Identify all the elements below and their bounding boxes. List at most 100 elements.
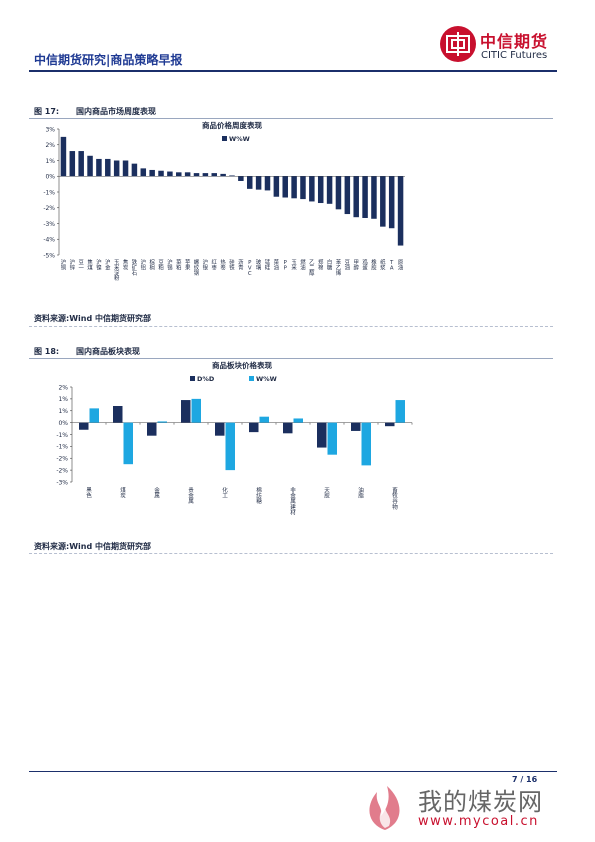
chart1-bar (397, 176, 404, 246)
chart1-bar (344, 176, 351, 215)
chart1-bar (229, 175, 235, 177)
figure18-caption: 国内商品板块表现 (76, 347, 140, 356)
chart1-bar (255, 176, 262, 190)
chart1-bar (291, 176, 297, 199)
chart2-bar-dd (249, 422, 259, 433)
weekly-commodity-chart: 商品价格周度表现 W%W 3% 2% 1% 0% -1% -2% -3% -4% -5% 沪铜沪锌豆一… (43, 120, 405, 282)
chart1-x-label: 豆油 (345, 259, 351, 271)
chart1-bar (96, 158, 102, 177)
chart2-bar-dd (351, 422, 361, 431)
chart1-x-label: 沪铜 (61, 258, 67, 271)
chart1-bar (380, 176, 386, 227)
chart1-x-label: 苹果 (185, 258, 191, 271)
chart1-bar (184, 172, 191, 177)
chart1-legend-label: W%W (229, 135, 250, 143)
chart1-x-label: 沪镍 (96, 258, 102, 271)
chart1-bar (238, 176, 244, 181)
chart1-x-label: 红枣 (212, 258, 218, 271)
chart2-bar-dd (317, 422, 327, 448)
chart1-bar (282, 176, 288, 198)
chart1-bar (371, 176, 377, 219)
chart1-y-tick-label: 1% (45, 158, 55, 165)
chart2-legend-label-dd: D%D (197, 375, 215, 383)
sector-performance-chart: 商品板块价格表现 D%D W%W 2% 1% 1% 0% -1% -1% -2% -2% -3% 黑色 煤… (56, 360, 413, 516)
chart1-bar (211, 173, 218, 177)
chart2-x-label: 贵金属 (188, 486, 194, 505)
flame-logo-icon (369, 786, 400, 830)
chart2-x-label: 黑色 (86, 487, 92, 500)
chart1-bar (158, 170, 164, 177)
chart1-bar (60, 136, 67, 177)
chart1-x-label: 苯乙烯 (336, 258, 342, 277)
chart1-x-label: 焦煤 (87, 258, 93, 271)
chart1-bar (335, 176, 342, 210)
chart1-x-label: 菜油 (274, 258, 280, 271)
chart2-legend-label-ww: W%W (256, 375, 277, 383)
figure17-source: 资料来源:Wind 中信期货研究部 (34, 314, 151, 323)
figure17-top-rule (29, 118, 553, 119)
chart2-bar-dd (385, 422, 395, 427)
chart2-legend-swatch-dd (190, 376, 195, 381)
chart2-x-label: 化工 (222, 486, 228, 500)
chart2-y-tick-label: -2% (56, 456, 68, 463)
chart2-bar-ww (89, 408, 99, 423)
chart2-bar-ww (327, 422, 337, 455)
chart1-x-label: 鸡蛋 (362, 258, 368, 271)
chart2-x-label: 油脂 (358, 486, 364, 500)
chart2-bar-dd (215, 422, 225, 436)
figure17-caption: 国内商品市场周度表现 (76, 107, 156, 116)
logo-english-name: CITIC Futures (481, 50, 548, 61)
chart2-x-label: 金属 (154, 486, 160, 500)
chart1-bar (273, 176, 280, 197)
chart1-bar (140, 168, 147, 177)
chart1-bar (300, 176, 306, 200)
chart1-bar (131, 163, 138, 177)
chart2-bar-ww (293, 418, 303, 423)
chart1-x-label: 郑棉 (318, 258, 324, 271)
chart2-y-tick-label: 0% (58, 420, 68, 427)
chart1-bar (362, 176, 368, 218)
chart2-bar-ww (123, 422, 133, 465)
figure18-bottom-rule (29, 553, 553, 554)
chart1-x-label: 沪锡 (167, 258, 173, 271)
chart1-x-label: 玉米淀粉 (114, 259, 120, 282)
figure17-bottom-rule (29, 326, 553, 327)
watermark-chinese: 我的煤炭网 (418, 788, 543, 816)
chart1-x-label: 沪金 (105, 258, 111, 271)
chart1-bar (193, 173, 200, 177)
chart1-bar (167, 171, 173, 177)
chart2-title: 商品板块价格表现 (212, 360, 272, 370)
chart1-x-label: 沪锌 (70, 258, 76, 271)
chart1-bar (246, 176, 253, 189)
chart1-x-label: 纸浆 (380, 258, 386, 271)
chart1-bar (113, 160, 120, 177)
chart1-x-label: 焦炭 (123, 258, 129, 271)
chart1-x-label: 菜粕 (176, 258, 182, 271)
chart1-x-label: 原油 (398, 259, 404, 271)
chart1-bar (105, 158, 111, 177)
figure18-source: 资料来源:Wind 中信期货研究部 (34, 542, 151, 551)
chart2-y-tick-label: 1% (58, 396, 68, 403)
chart1-bar (353, 176, 359, 218)
chart2-bar-ww (157, 421, 167, 423)
chart2-bar-ww (395, 400, 405, 423)
figure18-number: 图 18: (34, 347, 60, 356)
chart1-bar (264, 176, 271, 191)
chart1-x-label: 硅铁 (229, 258, 235, 271)
logo-chinese-name: 中信期货 (480, 32, 549, 51)
chart1-y-tick-label: -1% (43, 189, 55, 196)
chart1-x-label: 豆一 (78, 259, 84, 271)
chart1-x-label: 玻璃 (256, 258, 262, 271)
chart1-x-label: 铁矿石 (132, 258, 138, 277)
page-number: 7 / 16 (512, 775, 538, 784)
chart1-y-tick-label: -4% (43, 237, 55, 244)
citic-logo-mark (446, 32, 470, 56)
chart2-legend-swatch-ww (249, 376, 254, 381)
chart1-bar (309, 176, 315, 202)
chart1-legend-swatch (222, 136, 227, 141)
chart1-x-label: 乙二醇 (309, 259, 315, 277)
figure17-number: 图 17: (34, 107, 60, 116)
